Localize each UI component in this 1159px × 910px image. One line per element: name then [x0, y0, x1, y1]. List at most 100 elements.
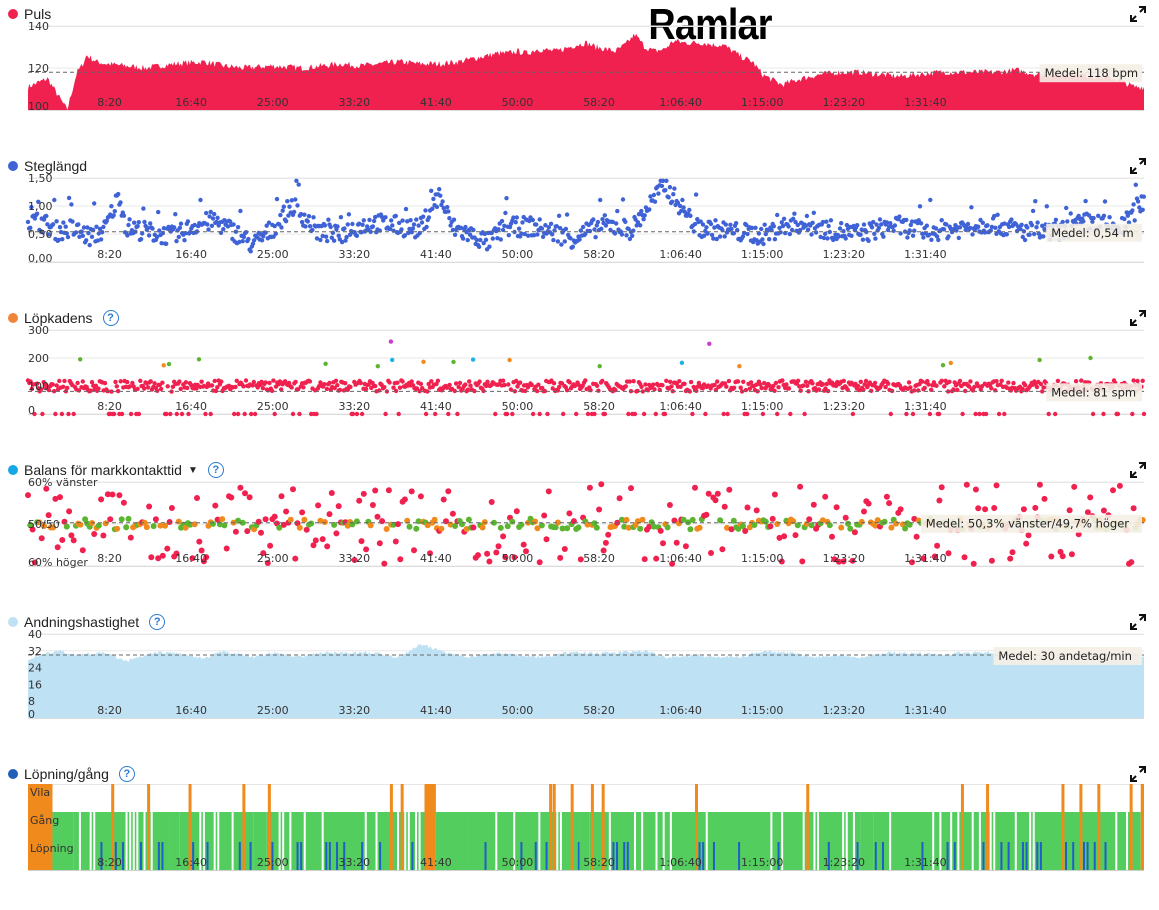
run-tick [1021, 842, 1024, 870]
expand-icon[interactable] [1130, 6, 1146, 22]
balance-point [664, 524, 671, 531]
cadence-point [409, 379, 414, 384]
cadence-point [1088, 355, 1093, 361]
chevron-down-icon[interactable]: ▼ [187, 464, 198, 476]
stride-point [555, 239, 561, 244]
stride-point [712, 225, 717, 230]
stride-point [667, 185, 673, 190]
gap-tick [802, 812, 805, 870]
stride-point [1027, 232, 1032, 237]
stride-point [527, 218, 532, 224]
stride-point [511, 215, 516, 220]
cadence-point [1131, 378, 1136, 383]
cadence-point [387, 380, 392, 385]
balance-point [774, 521, 781, 527]
expand-icon[interactable] [1130, 614, 1146, 630]
run-tick [411, 842, 414, 870]
balance-point [913, 533, 920, 540]
cadence-point [468, 383, 473, 388]
balance-point [577, 556, 584, 563]
stride-point [84, 238, 89, 243]
cadence-point [993, 388, 998, 393]
balance-point [497, 524, 504, 531]
plot-respiration-rate: 08 16 24 32 40 Medel: 30 andetag/min 8:20 16:40… [28, 628, 1144, 721]
x-tick-label: 16:40 [175, 856, 207, 869]
expand-icon[interactable] [1130, 766, 1146, 782]
balance-point [861, 508, 867, 515]
gap-tick [641, 812, 644, 870]
cadence-point [289, 385, 294, 390]
gap-tick [513, 812, 516, 870]
balance-point [221, 522, 228, 529]
help-icon[interactable]: ? [102, 310, 119, 326]
stride-point [424, 224, 429, 230]
cadence-point [735, 379, 741, 384]
run-tick [238, 842, 241, 870]
rest-tick [389, 784, 393, 870]
balance-point [886, 500, 893, 507]
stride-point [791, 216, 796, 221]
cadence-point [745, 411, 750, 417]
expand-icon[interactable] [1130, 310, 1146, 326]
plot-heart-rate: 100 120 140 Medel: 118 bpm 8:20 16:40 25:00 33:… [28, 20, 1144, 113]
expand-icon[interactable] [1130, 462, 1146, 478]
cadence-point [771, 383, 776, 389]
stride-point [980, 220, 985, 225]
cadence-point [640, 389, 645, 394]
stride-point [1126, 220, 1132, 225]
balance-point [730, 517, 737, 524]
cadence-point [234, 378, 239, 383]
balance-point [232, 528, 239, 535]
cadence-point [651, 382, 656, 387]
series-run-walk [28, 784, 1144, 870]
rest-segment [1140, 784, 1144, 870]
help-icon[interactable]: ? [149, 614, 166, 630]
balance-point [564, 525, 571, 532]
x-tick-label: 58:20 [583, 856, 615, 869]
stride-point [322, 223, 328, 228]
run-tick [777, 842, 780, 870]
stride-point [277, 222, 282, 227]
stride-point [1029, 223, 1035, 228]
cadence-point [1090, 411, 1096, 417]
stride-point [359, 230, 364, 235]
stride-point [500, 227, 506, 233]
run-tick [343, 842, 346, 870]
stride-point [534, 222, 539, 227]
legend-dot-icon [8, 161, 18, 171]
stride-point [478, 237, 483, 243]
run-tick [856, 842, 859, 870]
help-icon[interactable]: ? [118, 766, 135, 782]
cadence-point [57, 378, 62, 384]
run-tick [626, 842, 629, 870]
balance-point [376, 540, 383, 547]
stride-point [1041, 234, 1046, 239]
run-tick [921, 842, 924, 870]
stride-point [1065, 219, 1070, 224]
x-axis: 8:20 16:40 25:00 33:20 41:40 50:00 58:20 1:06:4… [97, 704, 946, 717]
stride-point [805, 227, 811, 232]
x-tick-label: 1:06:40 [659, 704, 701, 717]
stride-point [411, 222, 417, 227]
cadence-point [418, 381, 424, 387]
balance-point [1066, 507, 1073, 514]
run-tick [623, 842, 626, 870]
x-axis: 8:20 16:40 25:00 33:20 41:40 50:00 58:20 1:06:4… [97, 552, 946, 565]
stride-point [399, 227, 404, 232]
balance-point [123, 524, 130, 531]
stride-point [861, 222, 867, 227]
gap-tick [1014, 812, 1017, 870]
balance-point [781, 533, 788, 540]
gap-tick [415, 812, 418, 870]
expand-icon[interactable] [1130, 158, 1146, 174]
cadence-point [1073, 379, 1079, 384]
stride-point [602, 213, 607, 218]
cadence-point [506, 382, 511, 387]
balance-point [328, 490, 335, 496]
stride-point [556, 213, 562, 218]
stride-point [57, 225, 63, 230]
rest-tick [267, 784, 271, 870]
help-icon[interactable]: ? [207, 462, 224, 478]
stride-point [357, 221, 362, 226]
cadence-point [109, 389, 114, 394]
